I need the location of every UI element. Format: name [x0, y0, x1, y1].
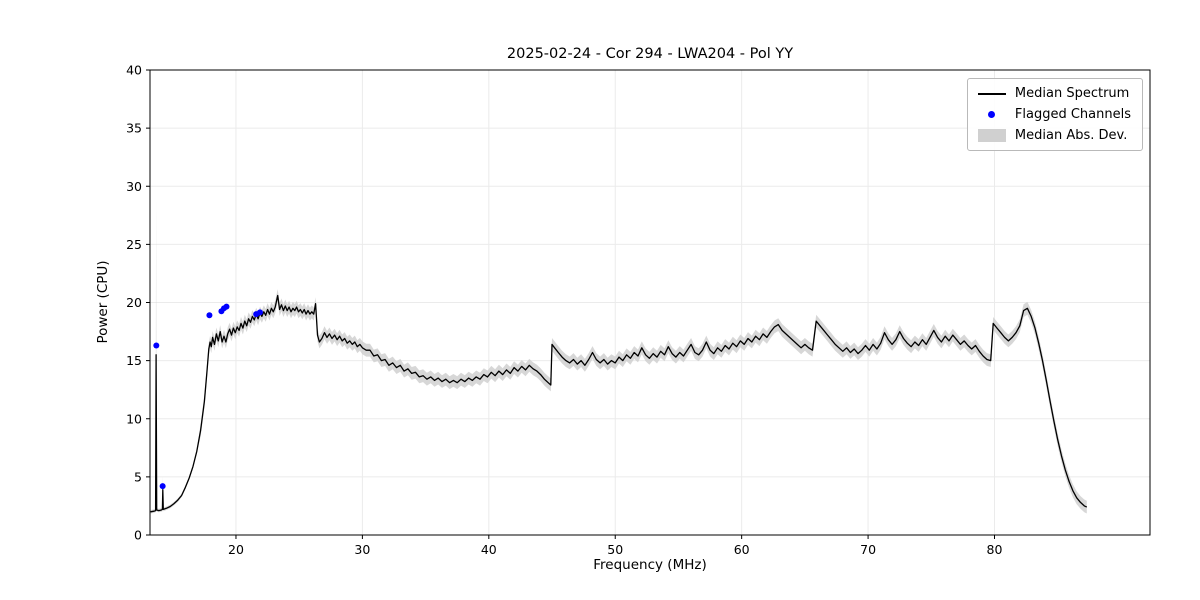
x-tick-label: 40: [481, 542, 497, 557]
y-tick-label: 0: [134, 528, 142, 543]
x-tick-label: 80: [987, 542, 1003, 557]
y-tick-label: 10: [126, 411, 142, 426]
legend-item-median-abs-dev: Median Abs. Dev.: [977, 128, 1131, 143]
flagged-channels-dot-swatch: [977, 111, 1007, 118]
x-tick-label: 60: [734, 542, 750, 557]
x-tick-label: 70: [860, 542, 876, 557]
legend-label: Flagged Channels: [1014, 107, 1131, 122]
flagged-channel-point: [256, 309, 263, 316]
flagged-channel-point: [206, 312, 213, 319]
y-tick-label: 30: [126, 179, 142, 194]
x-tick-label: 20: [228, 542, 244, 557]
legend-item-flagged-channels: Flagged Channels: [977, 107, 1131, 122]
legend: Median Spectrum Flagged Channels Median …: [966, 78, 1143, 151]
y-tick-label: 15: [126, 353, 142, 368]
mad-band-patch-swatch: [977, 129, 1007, 142]
flagged-channel-point: [153, 342, 160, 349]
x-axis-label: Frequency (MHz): [593, 557, 707, 573]
x-tick-label: 50: [607, 542, 623, 557]
chart-title: 2025-02-24 - Cor 294 - LWA204 - Pol YY: [506, 46, 794, 62]
median-spectrum-line: [150, 294, 1088, 513]
y-tick-label: 5: [134, 469, 142, 484]
legend-item-median-spectrum: Median Spectrum: [977, 86, 1131, 101]
y-tick-label: 35: [126, 121, 142, 136]
legend-label: Median Spectrum: [1014, 86, 1130, 101]
y-tick-label: 20: [126, 295, 142, 310]
median-spectrum-line-swatch: [977, 92, 1007, 95]
legend-label: Median Abs. Dev.: [1014, 128, 1128, 143]
flagged-channel-point: [223, 303, 230, 310]
y-tick-label: 25: [126, 237, 142, 252]
x-tick-label: 30: [354, 542, 370, 557]
y-tick-label: 40: [126, 63, 142, 78]
flagged-channel-point: [159, 483, 166, 490]
